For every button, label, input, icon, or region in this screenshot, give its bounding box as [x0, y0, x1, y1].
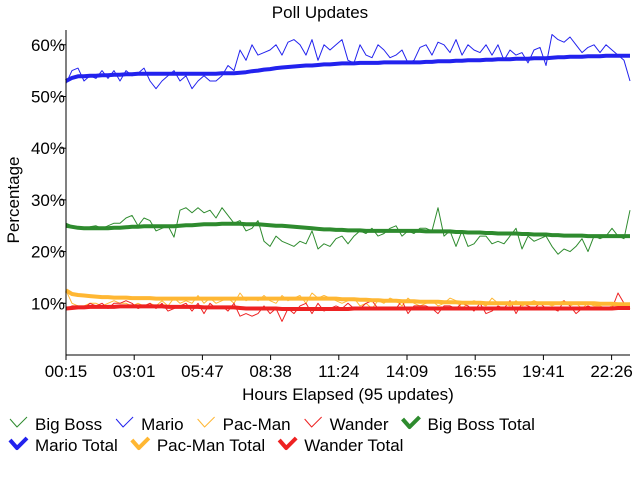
- legend-label: Mario Total: [35, 436, 118, 455]
- legend-label: Big Boss: [35, 415, 102, 434]
- legend-item-wander: Wander: [304, 415, 389, 434]
- legend-swatch: [401, 415, 421, 429]
- x-tick-label: 03:01: [113, 362, 156, 381]
- y-tick-label: 50%: [31, 88, 65, 107]
- x-tick-label: 14:09: [386, 362, 429, 381]
- series-line-big-boss: [65, 207, 631, 255]
- legend-item-wander-total: Wander Total: [277, 436, 403, 455]
- series-line-big-boss-total: [65, 221, 630, 239]
- x-tick-label: 19:41: [522, 362, 565, 381]
- series-line-mario-total: [65, 53, 630, 83]
- legend-swatch: [9, 416, 28, 428]
- x-tick-label: 00:15: [45, 362, 88, 381]
- legend-label: Wander Total: [304, 436, 403, 455]
- y-tick-label: 10%: [31, 294, 65, 313]
- legend-swatch: [115, 416, 134, 428]
- plot-area: [64, 34, 631, 322]
- y-tick-label: 30%: [31, 191, 65, 210]
- legend-item-big-boss-total: Big Boss Total: [401, 415, 535, 434]
- y-axis-label: Percentage: [4, 157, 23, 244]
- legend-label: Pac-Man: [223, 415, 291, 434]
- x-tick-label: 08:38: [249, 362, 292, 381]
- legend-item-pac-man-total: Pac-Man Total: [130, 436, 265, 455]
- legend-label: Pac-Man Total: [157, 436, 265, 455]
- legend-swatch: [277, 436, 298, 450]
- axis-ticks: 10% 20% 30% 40% 50% 60% 00:15 03:01 05:47 08:38 11…: [31, 36, 633, 381]
- legend-swatch: [130, 436, 151, 450]
- legend-item-mario-total: Mario Total: [8, 436, 118, 455]
- legend-swatch: [304, 416, 322, 428]
- y-tick-label: 20%: [31, 243, 65, 262]
- legend-label: Wander: [330, 415, 389, 434]
- series-line-mario: [65, 34, 631, 90]
- y-tick-label: 40%: [31, 139, 65, 158]
- x-tick-label: 16:55: [454, 362, 497, 381]
- legend-item-pac-man: Pac-Man: [197, 415, 291, 434]
- x-tick-label: 22:26: [590, 362, 633, 381]
- chart-title: Poll Updates: [272, 3, 368, 22]
- legend-label: Mario: [141, 415, 184, 434]
- y-tick-label: 60%: [31, 36, 65, 55]
- legend-swatch: [197, 416, 215, 428]
- legend: Big Boss Mario Pac-Man Wander Big Boss Total…: [8, 415, 535, 455]
- x-axis-label: Hours Elapsed (95 updates): [242, 385, 454, 404]
- legend-label: Big Boss Total: [428, 415, 535, 434]
- series-line-wander-total: [65, 304, 630, 311]
- series-line-pac-man-total: [64, 288, 630, 307]
- x-tick-label: 05:47: [181, 362, 224, 381]
- legend-item-big-boss: Big Boss: [9, 415, 102, 434]
- legend-item-mario: Mario: [115, 415, 184, 434]
- x-tick-label: 11:24: [318, 362, 359, 381]
- legend-swatch: [8, 436, 29, 450]
